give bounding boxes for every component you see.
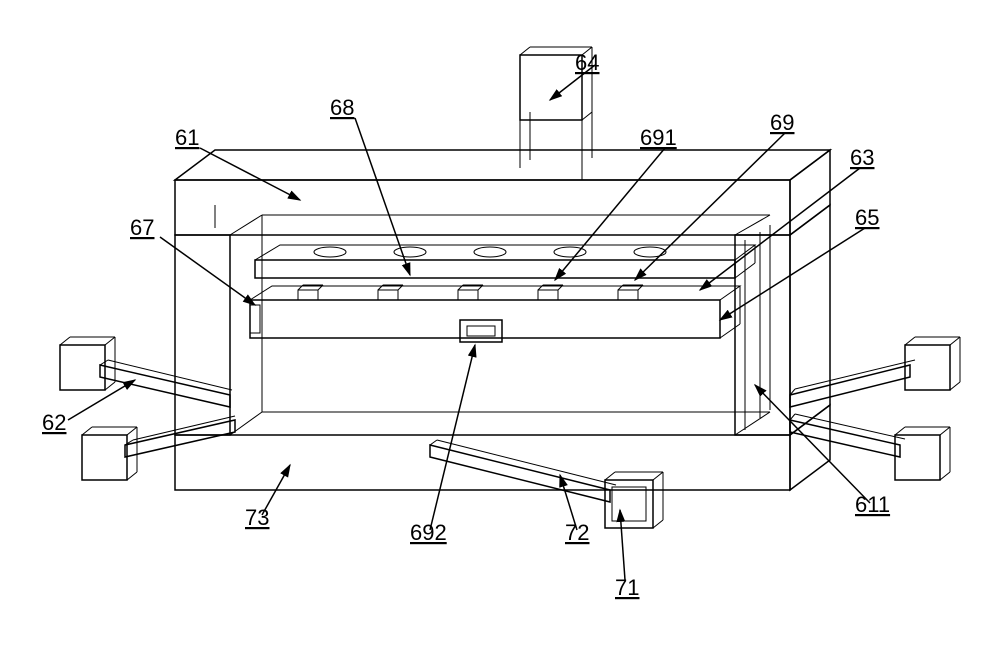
rod-right-lower xyxy=(790,414,950,480)
label-62: 62 xyxy=(42,410,66,435)
label-63: 63 xyxy=(850,145,874,170)
frame-bottom-bar xyxy=(175,405,830,490)
label-65: 65 xyxy=(855,205,879,230)
label-67: 67 xyxy=(130,215,154,240)
label-691: 691 xyxy=(640,125,677,150)
technical-diagram: 64 68 61 691 69 63 67 65 62 611 73 692 7… xyxy=(0,0,1000,651)
label-692: 692 xyxy=(410,520,447,545)
frame-top-bar xyxy=(175,112,830,235)
upper-tool-bar xyxy=(255,245,755,278)
label-72: 72 xyxy=(565,520,589,545)
tabs-691 xyxy=(298,285,643,300)
label-68: 68 xyxy=(330,95,354,120)
label-61: 61 xyxy=(175,125,199,150)
labels: 64 68 61 691 69 63 67 65 62 611 73 692 7… xyxy=(42,50,890,600)
rod-62 xyxy=(60,337,232,407)
label-69: 69 xyxy=(770,110,794,135)
label-71: 71 xyxy=(615,575,639,600)
label-73: 73 xyxy=(245,505,269,530)
rod-left-lower xyxy=(82,416,235,480)
label-64: 64 xyxy=(575,50,599,75)
rod-front xyxy=(430,440,663,528)
rod-right-upper xyxy=(790,337,960,407)
label-611: 611 xyxy=(855,492,890,517)
